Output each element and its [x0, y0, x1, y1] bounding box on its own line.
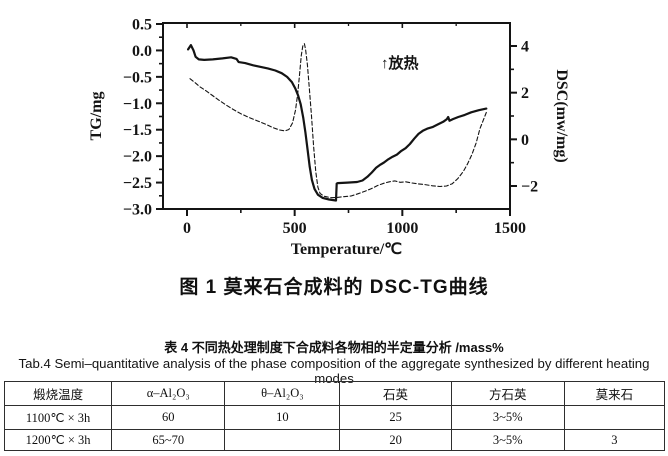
- x-tick-label: 1000: [386, 220, 418, 237]
- cell-value: 65~70: [111, 429, 226, 451]
- cell-value: 25: [339, 405, 452, 430]
- header-calcination-temp: 煅烧温度: [3, 381, 113, 406]
- figure-1: 0.5 0.0 −0.5 −1.0 −1.5 −2.0 −2.5 −3.0 4 2 0 −2 0 500 1…: [85, 4, 595, 266]
- right-tick-label: 2: [521, 85, 529, 102]
- cell-value: 10: [224, 405, 341, 430]
- left-tick-label: 0.5: [132, 17, 152, 34]
- table-row: 1200℃ × 3h 65~70 20 3~5% 3: [3, 429, 666, 451]
- cell-value: [224, 429, 341, 451]
- cell-value: 20: [339, 429, 452, 451]
- left-tick-label: −3.0: [123, 202, 152, 219]
- right-tick-label: −2: [521, 179, 538, 196]
- left-tick-label: −1.5: [123, 122, 152, 139]
- left-tick-label: −2.5: [123, 175, 152, 192]
- cell-value: 3: [563, 429, 666, 451]
- left-axis-title: TG/mg: [88, 92, 105, 141]
- dsc-tg-chart: 0.5 0.0 −0.5 −1.0 −1.5 −2.0 −2.5 −3.0 4 2 0 −2 0 500 1…: [88, 17, 570, 259]
- header-quartz: 石英: [339, 381, 452, 406]
- right-tick-label: 4: [521, 39, 529, 56]
- cell-value: 3~5%: [450, 405, 565, 430]
- left-tick-label: −0.5: [123, 69, 152, 86]
- cell-temp-1100: 1100℃ × 3h: [3, 405, 113, 430]
- tg-curve: [186, 43, 488, 202]
- right-axis-title: DSC(mw/mg): [553, 69, 570, 162]
- x-axis-title: Temperature/℃: [291, 241, 402, 258]
- phase-composition-table: 煅烧温度 α–Al₂O₃ θ–Al₂O₃ 石英 方石英 莫来石 1100℃ × …: [3, 381, 666, 451]
- header-cristobalite: 方石英: [450, 381, 565, 406]
- left-tick-label: −1.0: [123, 96, 152, 113]
- x-tick-label: 0: [183, 220, 191, 237]
- table-row: 1100℃ × 3h 60 10 25 3~5%: [3, 405, 666, 430]
- cell-value: [563, 405, 666, 430]
- header-mullite: 莫来石: [563, 381, 666, 406]
- header-theta-alumina: θ–Al₂O₃: [224, 381, 341, 406]
- cell-value: 3~5%: [450, 429, 565, 451]
- exothermic-annotation: ↑放热: [381, 54, 419, 72]
- x-tick-label: 1500: [494, 220, 526, 237]
- header-alpha-alumina: α–Al₂O₃: [111, 381, 226, 406]
- table-header-row: 煅烧温度 α–Al₂O₃ θ–Al₂O₃ 石英 方石英 莫来石: [3, 381, 666, 406]
- x-tick-label: 500: [283, 220, 307, 237]
- left-tick-label: −2.0: [123, 149, 152, 166]
- table-title-zh: 表 4 不同热处理制度下合成料各物相的半定量分析 /mass%: [164, 340, 504, 355]
- right-tick-label: 0: [521, 132, 529, 149]
- cell-temp-1200: 1200℃ × 3h: [3, 429, 113, 451]
- figure-caption: 图 1 莫来石合成料的 DSC-TG曲线: [179, 277, 489, 298]
- dsc-curve: [189, 43, 487, 199]
- cell-value: 60: [111, 405, 226, 430]
- left-tick-label: 0.0: [132, 43, 152, 60]
